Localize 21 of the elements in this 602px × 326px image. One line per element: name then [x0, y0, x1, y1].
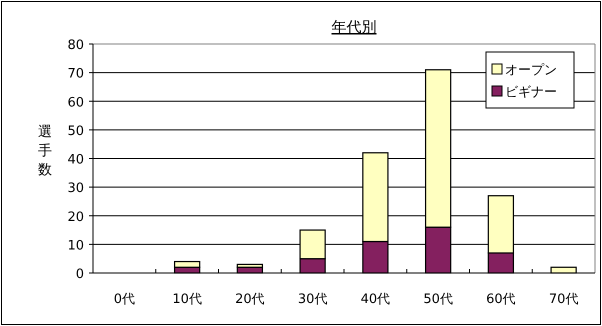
x-tick-label: 30代: [298, 292, 328, 307]
x-tick-label: 60代: [486, 292, 516, 307]
y-tick-label: 10: [67, 238, 84, 254]
y-tick-label: 60: [67, 95, 84, 110]
legend-label: オープン: [505, 63, 557, 78]
y-axis-title: 選手数: [38, 124, 52, 178]
x-tick-label: 0代: [114, 292, 136, 307]
x-tick-label: 50代: [423, 292, 453, 307]
y-tick-label: 50: [67, 124, 84, 139]
chart-title: 年代別: [332, 18, 376, 36]
y-tick-label: 80: [67, 38, 84, 53]
y-tick-label: 30: [67, 181, 84, 196]
y-tick-label: 20: [67, 210, 84, 225]
y-tick-label: 40: [67, 152, 84, 168]
y-tick-label: 0: [76, 267, 84, 282]
y-tick-label: 70: [67, 66, 84, 82]
legend-label: ビギナー: [505, 85, 557, 100]
x-tick-label: 20代: [235, 292, 265, 307]
x-tick-label: 10代: [172, 292, 202, 307]
x-tick-label: 70代: [548, 292, 578, 307]
x-tick-label: 40代: [360, 292, 390, 307]
